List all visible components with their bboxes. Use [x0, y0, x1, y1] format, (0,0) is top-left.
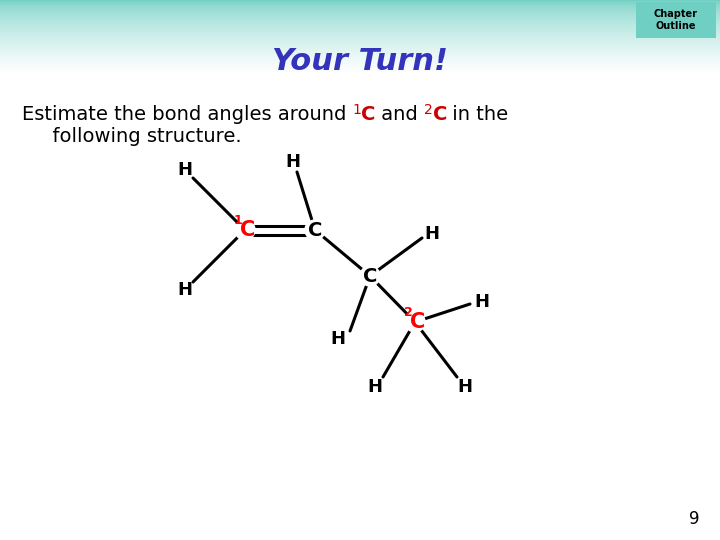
FancyBboxPatch shape [636, 2, 716, 38]
Text: C: C [240, 220, 256, 240]
Text: in the: in the [446, 105, 508, 125]
Text: 9: 9 [690, 510, 700, 528]
Text: H: H [286, 153, 300, 171]
Text: 2: 2 [404, 307, 413, 320]
Text: C: C [433, 105, 447, 125]
Text: C: C [361, 105, 376, 125]
Text: Your Turn!: Your Turn! [272, 48, 448, 77]
Text: 1: 1 [233, 214, 243, 227]
Circle shape [235, 220, 255, 240]
Text: and: and [375, 105, 424, 125]
Text: C: C [308, 220, 322, 240]
Text: H: H [178, 281, 192, 299]
Text: H: H [367, 378, 382, 396]
Text: H: H [425, 225, 439, 243]
Text: C: C [363, 267, 377, 286]
Text: H: H [457, 378, 472, 396]
Text: C: C [410, 312, 426, 332]
Circle shape [360, 266, 380, 286]
Text: Chapter
Outline: Chapter Outline [654, 9, 698, 31]
Text: 2: 2 [424, 103, 433, 117]
Text: 1: 1 [353, 103, 361, 117]
Circle shape [305, 220, 325, 240]
Text: following structure.: following structure. [40, 127, 242, 146]
Circle shape [405, 312, 425, 332]
Text: H: H [178, 161, 192, 179]
Text: H: H [474, 293, 490, 311]
Text: Estimate the bond angles around: Estimate the bond angles around [22, 105, 353, 125]
Text: H: H [330, 330, 346, 348]
